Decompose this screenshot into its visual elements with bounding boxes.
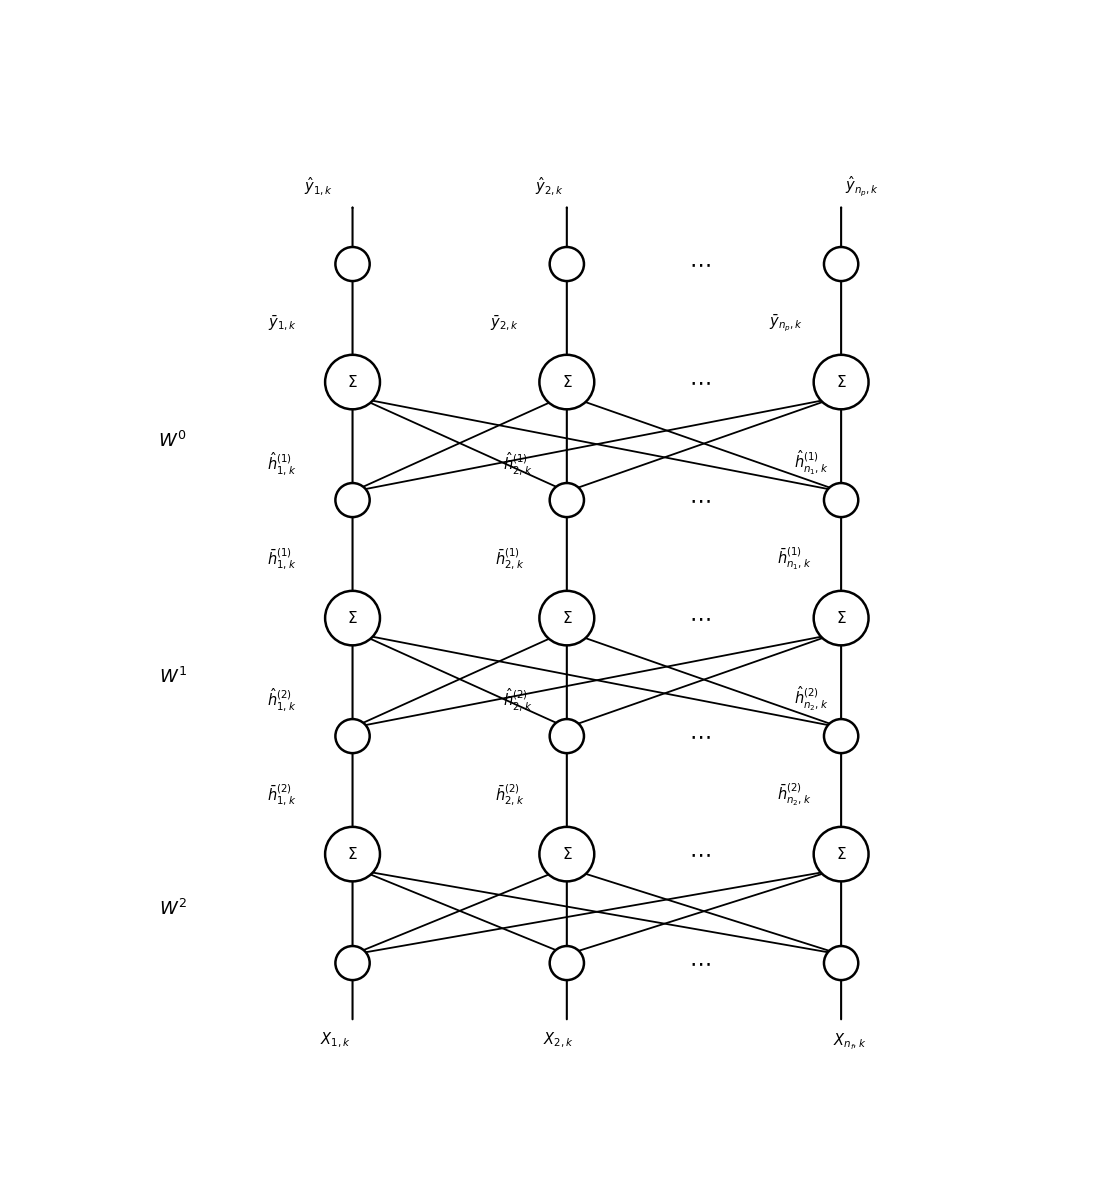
Ellipse shape [540,826,594,882]
Text: $\Sigma$: $\Sigma$ [347,610,358,626]
Text: $\hat{y}_{2,k}$: $\hat{y}_{2,k}$ [535,176,564,198]
Ellipse shape [550,483,584,518]
Ellipse shape [335,719,369,753]
Text: $\cdots$: $\cdots$ [689,725,710,747]
Text: $\hat{h}_{1,k}^{(1)}$: $\hat{h}_{1,k}^{(1)}$ [268,450,296,477]
Ellipse shape [550,248,584,281]
Ellipse shape [824,719,858,753]
Text: $\Sigma$: $\Sigma$ [836,374,846,390]
Text: $\hat{h}_{2,k}^{(1)}$: $\hat{h}_{2,k}^{(1)}$ [503,450,533,477]
Text: $\Sigma$: $\Sigma$ [347,374,358,390]
Ellipse shape [824,946,858,980]
Ellipse shape [335,483,369,518]
Text: $\bar{h}_{n_1,k}^{(1)}$: $\bar{h}_{n_1,k}^{(1)}$ [776,546,811,572]
Ellipse shape [824,483,858,518]
Text: $W^0$: $W^0$ [158,432,187,452]
Text: $\hat{h}_{n_1,k}^{(1)}$: $\hat{h}_{n_1,k}^{(1)}$ [794,449,828,477]
Text: $\hat{h}_{2,k}^{(2)}$: $\hat{h}_{2,k}^{(2)}$ [503,686,533,713]
Text: $\bar{h}_{2,k}^{(2)}$: $\bar{h}_{2,k}^{(2)}$ [494,783,524,808]
Text: $\cdots$: $\cdots$ [689,843,710,865]
Text: $\hat{h}_{1,k}^{(2)}$: $\hat{h}_{1,k}^{(2)}$ [268,686,296,713]
Ellipse shape [540,591,594,645]
Text: $X_{2,k}$: $X_{2,k}$ [543,1032,574,1050]
Ellipse shape [335,946,369,980]
Ellipse shape [814,826,868,882]
Text: $\Sigma$: $\Sigma$ [347,847,358,862]
Text: $\bar{h}_{1,k}^{(1)}$: $\bar{h}_{1,k}^{(1)}$ [268,546,296,572]
Text: $X_{1,k}$: $X_{1,k}$ [320,1032,351,1050]
Text: $\cdots$: $\cdots$ [689,489,710,511]
Text: $\bar{y}_{1,k}$: $\bar{y}_{1,k}$ [268,314,296,332]
Ellipse shape [814,355,868,409]
Text: $\Sigma$: $\Sigma$ [562,847,572,862]
Ellipse shape [540,355,594,409]
Text: $\cdots$: $\cdots$ [689,953,710,974]
Text: $\bar{h}_{2,k}^{(1)}$: $\bar{h}_{2,k}^{(1)}$ [494,546,524,572]
Ellipse shape [814,591,868,645]
Text: $\Sigma$: $\Sigma$ [836,847,846,862]
Ellipse shape [325,826,380,882]
Text: $W^2$: $W^2$ [158,898,187,918]
Ellipse shape [550,946,584,980]
Text: $\bar{y}_{n_p,k}$: $\bar{y}_{n_p,k}$ [769,312,803,334]
Ellipse shape [550,719,584,753]
Text: $\cdots$: $\cdots$ [689,253,710,275]
Text: $\cdots$: $\cdots$ [689,371,710,393]
Text: $X_{n_f,k}$: $X_{n_f,k}$ [833,1032,866,1052]
Ellipse shape [335,248,369,281]
Text: $W^1$: $W^1$ [158,667,187,687]
Text: $\Sigma$: $\Sigma$ [562,374,572,390]
Text: $\Sigma$: $\Sigma$ [836,610,846,626]
Text: $\hat{y}_{n_p,k}$: $\hat{y}_{n_p,k}$ [845,174,879,198]
Text: $\Sigma$: $\Sigma$ [562,610,572,626]
Text: $\bar{h}_{n_2,k}^{(2)}$: $\bar{h}_{n_2,k}^{(2)}$ [776,782,811,809]
Text: $\hat{y}_{1,k}$: $\hat{y}_{1,k}$ [304,176,333,198]
Text: $\cdots$: $\cdots$ [689,607,710,630]
Text: $\hat{h}_{n_2,k}^{(2)}$: $\hat{h}_{n_2,k}^{(2)}$ [794,685,828,713]
Text: $\bar{h}_{1,k}^{(2)}$: $\bar{h}_{1,k}^{(2)}$ [268,783,296,808]
Ellipse shape [824,248,858,281]
Ellipse shape [325,591,380,645]
Text: $\bar{y}_{2,k}$: $\bar{y}_{2,k}$ [490,314,520,332]
Ellipse shape [325,355,380,409]
